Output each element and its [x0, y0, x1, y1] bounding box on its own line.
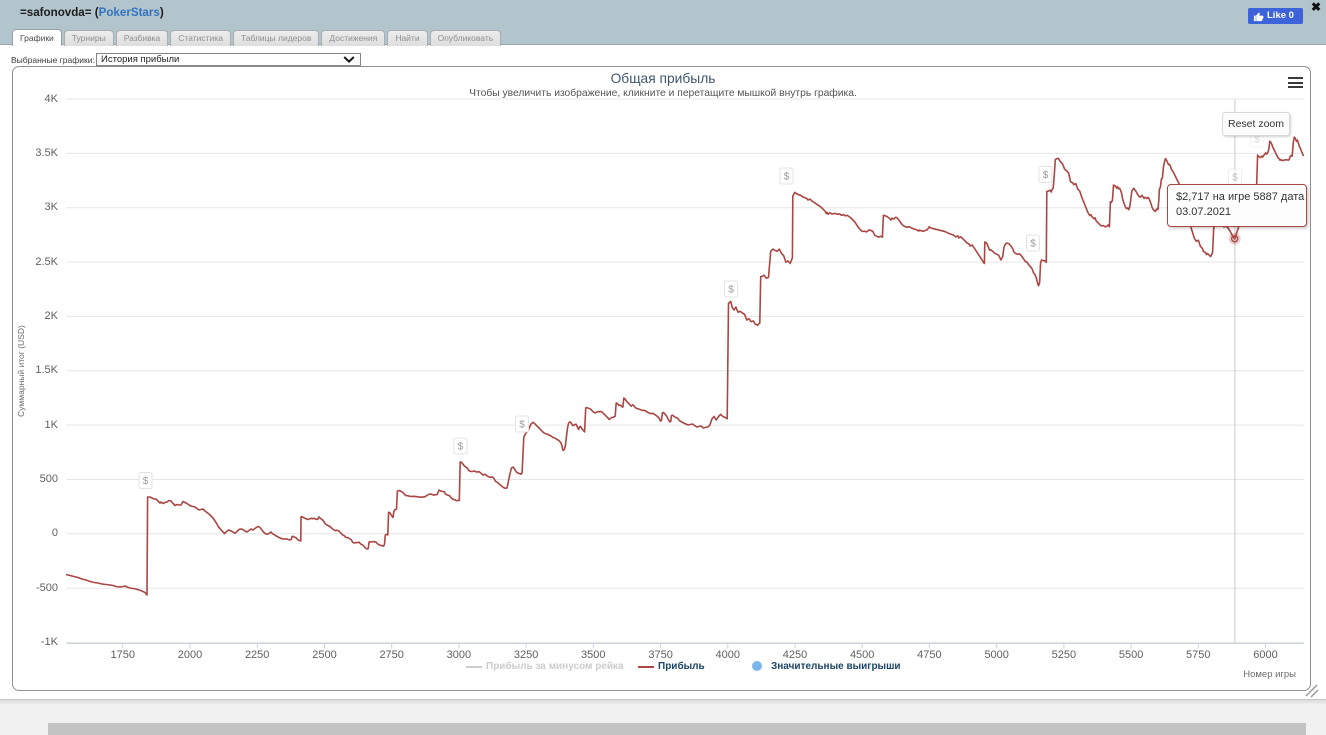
- svg-text:$: $: [1232, 173, 1238, 184]
- svg-text:$: $: [1043, 170, 1049, 181]
- svg-text:$: $: [143, 476, 149, 487]
- svg-text:$: $: [1254, 135, 1260, 146]
- svg-text:$: $: [458, 442, 464, 453]
- svg-text:$: $: [519, 420, 525, 431]
- svg-text:$: $: [1030, 239, 1036, 250]
- svg-text:$: $: [784, 172, 790, 183]
- svg-text:$: $: [728, 285, 734, 296]
